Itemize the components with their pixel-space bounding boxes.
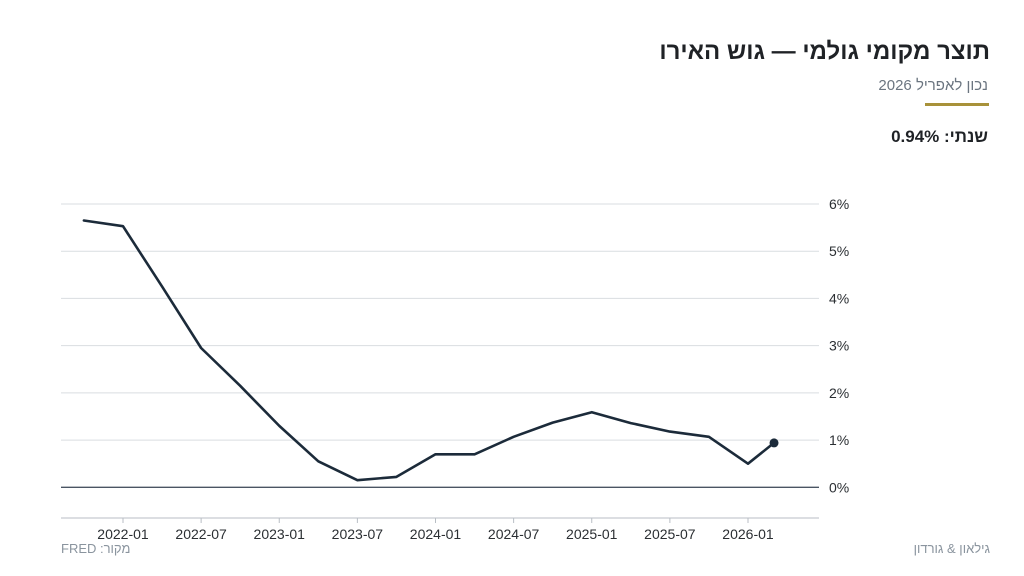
x-tick-label: 2023-01	[254, 526, 306, 542]
chart-subtitle: נכון לאפריל 2026	[878, 77, 988, 94]
brand-credit: גילאון & גורדון	[913, 541, 990, 556]
chart-title: תוצר מקומי גולמי — גוש האירו	[659, 38, 990, 65]
source-note: מקור: FRED	[61, 541, 131, 556]
x-tick-label: 2023-07	[332, 526, 384, 542]
x-axis: 2022-01 2022-07 2023-01 2023-07 2024-01 2024-…	[61, 517, 819, 542]
y-tick-label: 6%	[829, 196, 849, 212]
grid-lines	[61, 203, 819, 488]
y-tick-label: 0%	[829, 479, 849, 495]
accent-rule	[925, 103, 989, 106]
x-tick-label: 2022-01	[97, 526, 149, 542]
y-tick-label: 1%	[829, 432, 849, 448]
x-tick-label: 2026-01	[722, 526, 774, 542]
last-value-marker	[769, 438, 779, 448]
y-tick-label: 5%	[829, 243, 849, 259]
y-tick-label: 4%	[829, 290, 849, 306]
y-tick-labels: 0% 1% 2% 3% 4% 5% 6%	[829, 196, 849, 495]
x-tick-label: 2024-07	[488, 526, 540, 542]
y-tick-label: 2%	[829, 385, 849, 401]
x-tick-label: 2022-07	[175, 526, 227, 542]
series-line	[82, 219, 776, 482]
annual-stat: שנתי: 0.94%	[891, 127, 988, 146]
x-tick-label: 2024-01	[410, 526, 462, 542]
data-series	[82, 219, 779, 482]
x-tick-label: 2025-07	[644, 526, 696, 542]
x-tick-label: 2025-01	[566, 526, 618, 542]
y-tick-label: 3%	[829, 338, 849, 354]
